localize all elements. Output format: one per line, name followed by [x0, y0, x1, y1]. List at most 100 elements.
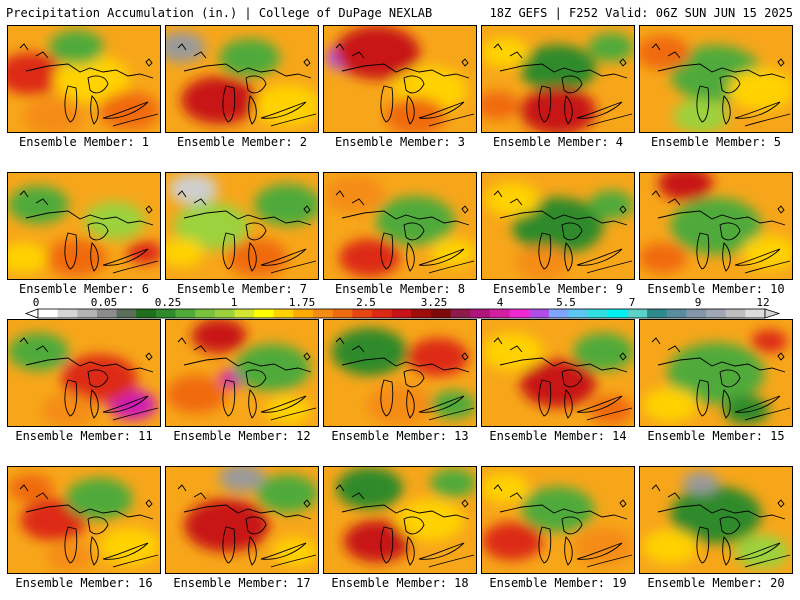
colorbar-tick-label: 12	[756, 296, 770, 309]
precip-area	[643, 387, 698, 422]
colorbar-swatch	[96, 309, 118, 318]
precip-map	[8, 320, 160, 426]
precip-area	[226, 238, 288, 277]
precip-area	[324, 175, 385, 214]
precip-area	[169, 173, 218, 205]
precip-area	[334, 26, 420, 80]
colorbar-swatch	[372, 309, 393, 318]
member-label: Ensemble Member: 16	[15, 576, 153, 590]
precip-area	[264, 395, 311, 425]
member-label: Ensemble Member: 10	[647, 282, 785, 296]
ensemble-map-5	[639, 25, 793, 133]
member-label: Ensemble Member: 3	[334, 135, 466, 149]
colorbar-swatch	[175, 309, 196, 318]
member-label: Ensemble Member: 13	[331, 429, 469, 443]
member-label: Ensemble Member: 4	[492, 135, 624, 149]
precip-area	[640, 35, 691, 70]
ensemble-map-12	[165, 319, 319, 427]
precip-map	[482, 173, 634, 279]
member-label: Ensemble Member: 9	[492, 282, 624, 296]
precip-area	[640, 242, 688, 274]
precip-area	[375, 195, 455, 246]
precip-area	[8, 332, 69, 371]
precip-area	[8, 473, 54, 503]
colorbar-swatch	[568, 309, 589, 318]
precip-area	[482, 91, 520, 120]
ensemble-map-13	[323, 319, 477, 427]
colorbar-tick-label: 7	[628, 296, 636, 309]
colorbar-swatch	[352, 309, 373, 318]
colorbar-swatch	[391, 309, 412, 318]
precip-map	[8, 467, 160, 573]
precip-area	[588, 32, 634, 62]
precip-area	[46, 238, 107, 277]
precip-area	[741, 235, 792, 270]
precip-map	[482, 26, 634, 132]
precip-area	[520, 359, 596, 408]
colorbar-swatch	[607, 309, 628, 318]
precip-area	[485, 182, 540, 217]
precip-area	[181, 76, 258, 125]
precip-area	[219, 38, 280, 77]
colorbar-swatch	[627, 309, 648, 318]
precip-area	[520, 44, 596, 93]
colorbar-tick-label: 9	[694, 296, 702, 309]
colorbar-swatch	[686, 309, 707, 318]
precip-map	[8, 26, 160, 132]
precip-map	[640, 26, 792, 132]
precip-area	[257, 474, 318, 513]
colorbar-tick-label: 0.05	[90, 296, 118, 309]
colorbar-tick-label: 4	[496, 296, 504, 309]
precip-area	[588, 190, 634, 220]
colorbar-max-arrow	[764, 308, 781, 319]
colorbar-tick-label: 1	[230, 296, 238, 309]
precip-map	[166, 467, 318, 573]
precip-area	[339, 238, 400, 277]
member-label: Ensemble Member: 20	[647, 576, 785, 590]
precip-map	[640, 320, 792, 426]
ensemble-map-10	[639, 172, 793, 280]
colorbar-tick-label: 0	[32, 296, 40, 309]
colorbar-tick-label: 2.5	[356, 296, 376, 309]
precip-area	[673, 98, 729, 132]
colorbar-swatch	[489, 309, 511, 318]
ensemble-map-18	[323, 466, 477, 574]
member-label: Ensemble Member: 7	[176, 282, 308, 296]
member-label: Ensemble Member: 5	[650, 135, 782, 149]
precip-area	[84, 201, 145, 240]
precip-area	[407, 338, 469, 377]
colorbar-tick-label: 5.5	[556, 296, 576, 309]
precip-area	[219, 467, 265, 492]
precip-area	[588, 395, 634, 425]
colorbar-min-arrow	[24, 308, 39, 319]
precip-area	[65, 477, 133, 520]
colorbar-swatch	[155, 309, 177, 318]
member-label: Ensemble Member: 11	[15, 429, 153, 443]
precip-map	[324, 173, 476, 279]
member-label: Ensemble Member: 6	[18, 282, 150, 296]
precip-area	[723, 395, 770, 425]
colorbar-swatch	[450, 309, 471, 318]
colorbar-swatch	[313, 309, 334, 318]
colorbar-swatch	[666, 309, 687, 318]
precip-area	[734, 534, 789, 569]
precip-map	[324, 26, 476, 132]
colorbar-swatch	[273, 309, 294, 318]
precip-area	[331, 327, 408, 376]
precip-area	[8, 52, 65, 95]
ensemble-map-14	[481, 319, 635, 427]
precip-area	[99, 91, 160, 130]
precip-area	[254, 84, 318, 127]
colorbar-swatch	[332, 309, 353, 318]
page-title: Precipitation Accumulation (in.) | Colle…	[6, 6, 433, 20]
precip-area	[184, 498, 270, 553]
precip-map	[324, 467, 476, 573]
precip-map	[482, 320, 634, 426]
ensemble-map-1	[7, 25, 161, 133]
ensemble-map-4	[481, 25, 635, 133]
precip-area	[658, 173, 713, 201]
ensemble-map-2	[165, 25, 319, 133]
precip-area	[521, 486, 595, 533]
colorbar-swatch	[470, 309, 491, 318]
colorbar-swatch	[725, 309, 746, 318]
